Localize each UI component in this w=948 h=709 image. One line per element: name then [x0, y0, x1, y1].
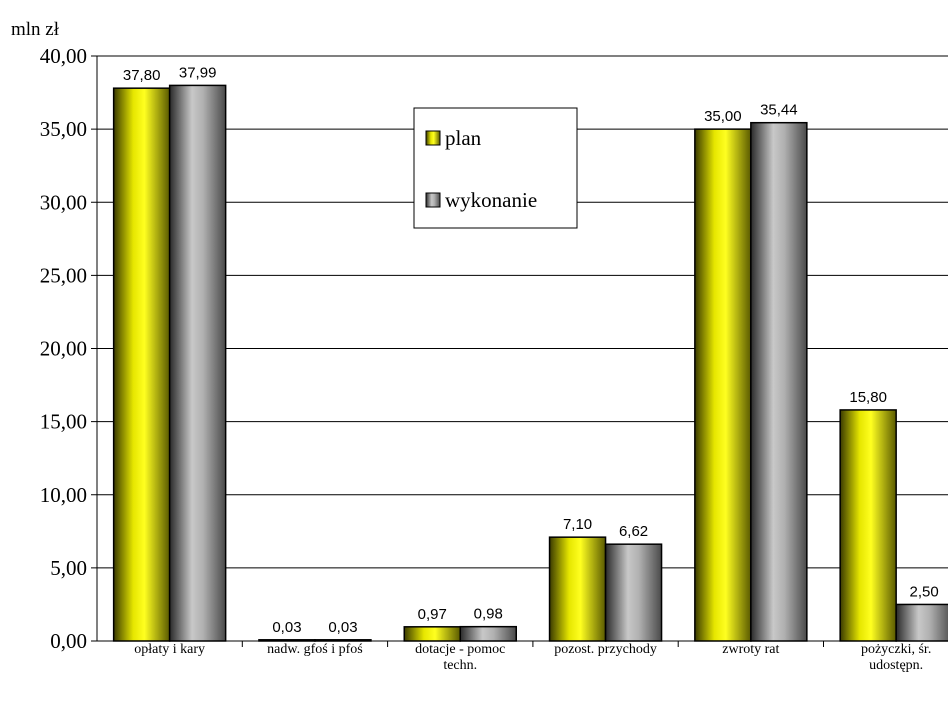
y-tick-label: 0,00 [50, 629, 87, 653]
bar-plan [839, 409, 897, 642]
x-tick-label: zwroty rat [722, 642, 779, 657]
y-tick-label: 5,00 [50, 556, 87, 580]
data-label: 2,50 [910, 583, 939, 600]
bar-plan [548, 536, 607, 642]
data-label: 37,99 [179, 64, 217, 81]
y-tick-label: 35,00 [40, 117, 87, 141]
x-tick-label: udostępn. [869, 658, 923, 673]
x-tick-label: techn. [443, 658, 477, 673]
bar-plan [694, 128, 752, 642]
bar-wykonanie [459, 625, 517, 642]
y-tick-label: 25,00 [40, 263, 87, 287]
bar-plan [112, 87, 171, 642]
data-label: 15,80 [849, 389, 887, 406]
y-tick-label: 30,00 [40, 190, 87, 214]
data-label: 37,80 [123, 67, 161, 84]
x-tick-label: opłaty i kary [134, 642, 205, 657]
legend-label-plan: plan [445, 126, 482, 150]
x-tick-label: pozost. przychody [554, 642, 657, 657]
data-label: 6,62 [619, 523, 648, 540]
y-tick-label: 20,00 [40, 337, 87, 361]
x-tick-label: dotacje - pomoc [415, 642, 505, 657]
legend-box [413, 107, 578, 229]
data-label: 35,44 [760, 102, 798, 119]
data-label: 0,03 [328, 619, 357, 636]
data-label: 0,97 [418, 606, 447, 623]
bar-wykonanie [750, 121, 808, 642]
data-label: 0,98 [474, 606, 503, 623]
bar-plan [403, 626, 461, 642]
legend: plan wykonanie [413, 107, 578, 229]
data-label: 35,00 [704, 108, 742, 125]
data-label: 7,10 [563, 516, 592, 533]
bar-wykonanie [168, 84, 227, 642]
x-tick-label: nadw. gfoś i pfoś [267, 642, 363, 657]
legend-label-wykonanie: wykonanie [445, 188, 537, 212]
y-tick-label: 15,00 [40, 410, 87, 434]
bar-wykonanie [895, 603, 948, 642]
legend-swatch-wykonanie [425, 192, 441, 208]
y-axis-label: mln zł [11, 19, 60, 40]
legend-swatch-plan [425, 130, 441, 146]
x-tick-label: pożyczki, śr. [861, 642, 931, 657]
y-tick-label: 10,00 [40, 483, 87, 507]
bar-wykonanie [604, 543, 663, 642]
y-tick-label: 40,00 [40, 44, 87, 68]
data-label: 0,03 [272, 619, 301, 636]
